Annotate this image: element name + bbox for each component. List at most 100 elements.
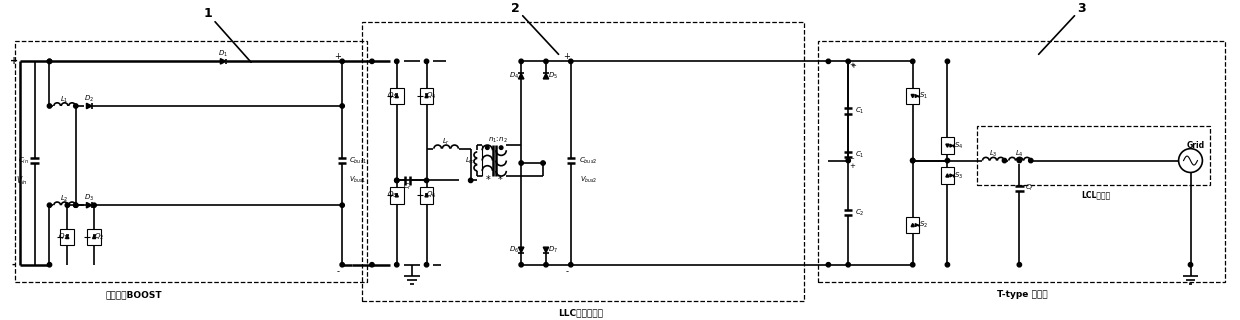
- Text: $L_{2}$: $L_{2}$: [61, 194, 69, 204]
- Text: -: -: [852, 156, 854, 162]
- Circle shape: [520, 59, 523, 63]
- Circle shape: [370, 59, 374, 63]
- Bar: [818, 42, 1225, 282]
- Polygon shape: [66, 236, 69, 238]
- Text: $S_{2}$: $S_{2}$: [919, 220, 929, 230]
- Text: 2: 2: [511, 2, 521, 15]
- Circle shape: [73, 203, 78, 207]
- Text: 交错并联BOOST: 交错并联BOOST: [105, 290, 162, 299]
- Text: +: +: [851, 63, 856, 69]
- Bar: [906, 217, 919, 234]
- Circle shape: [1017, 158, 1022, 163]
- Bar: [362, 22, 804, 301]
- Text: *: *: [497, 174, 502, 185]
- Circle shape: [910, 59, 915, 63]
- Circle shape: [945, 262, 950, 267]
- Circle shape: [1029, 158, 1033, 163]
- Bar: [941, 137, 954, 154]
- Polygon shape: [396, 194, 398, 197]
- Text: $L_{1}$: $L_{1}$: [61, 94, 69, 105]
- Polygon shape: [911, 223, 914, 227]
- Circle shape: [826, 262, 831, 267]
- Text: LLC谐振变换器: LLC谐振变换器: [558, 308, 603, 317]
- Circle shape: [424, 59, 429, 63]
- Text: $Q_{3}$: $Q_{3}$: [387, 91, 397, 101]
- Text: *: *: [486, 174, 491, 185]
- Bar: [941, 167, 954, 184]
- Circle shape: [340, 262, 345, 267]
- Circle shape: [47, 203, 52, 207]
- Text: 3: 3: [1078, 2, 1086, 15]
- Text: $D_{3}$: $D_{3}$: [84, 193, 94, 203]
- Text: $Q_{5}$: $Q_{5}$: [387, 190, 397, 200]
- Polygon shape: [915, 95, 918, 98]
- Bar: [389, 187, 404, 204]
- Text: $Q_{1}$: $Q_{1}$: [58, 232, 68, 242]
- Text: +: +: [849, 163, 856, 169]
- Circle shape: [500, 146, 503, 149]
- Polygon shape: [543, 247, 549, 252]
- Polygon shape: [87, 203, 92, 208]
- Polygon shape: [946, 144, 949, 147]
- Text: $L_{m}$: $L_{m}$: [465, 156, 475, 166]
- Circle shape: [340, 59, 345, 63]
- Bar: [419, 88, 434, 105]
- Polygon shape: [518, 74, 525, 79]
- Polygon shape: [915, 224, 918, 227]
- Circle shape: [569, 59, 573, 63]
- Text: $V_{bus2}$: $V_{bus2}$: [580, 175, 598, 186]
- Bar: [977, 126, 1210, 185]
- Circle shape: [47, 59, 52, 63]
- Bar: [61, 228, 74, 245]
- Circle shape: [1017, 262, 1022, 267]
- Circle shape: [846, 59, 851, 63]
- Text: $C_{f}$: $C_{f}$: [1024, 183, 1034, 193]
- Bar: [15, 42, 367, 282]
- Text: $D_{6}$: $D_{6}$: [508, 245, 518, 255]
- Circle shape: [846, 158, 851, 163]
- Circle shape: [394, 178, 399, 183]
- Text: $C_{bus2}$: $C_{bus2}$: [579, 156, 598, 166]
- Polygon shape: [425, 194, 428, 197]
- Polygon shape: [950, 144, 952, 147]
- Circle shape: [826, 59, 831, 63]
- Text: T-type 逆变器: T-type 逆变器: [997, 290, 1047, 299]
- Polygon shape: [543, 74, 549, 79]
- Text: $L_{3}$: $L_{3}$: [990, 149, 998, 159]
- Text: $L_{4}$: $L_{4}$: [1016, 149, 1024, 159]
- Circle shape: [73, 203, 78, 207]
- Text: 1: 1: [203, 7, 212, 20]
- Bar: [419, 187, 434, 204]
- Circle shape: [544, 59, 548, 63]
- Polygon shape: [425, 94, 428, 98]
- Circle shape: [910, 158, 915, 163]
- Polygon shape: [221, 59, 226, 64]
- Text: $S_{1}$: $S_{1}$: [919, 91, 929, 101]
- Text: +: +: [335, 52, 341, 61]
- Text: $C_{r}$: $C_{r}$: [403, 182, 412, 192]
- Bar: [389, 88, 404, 105]
- Text: $V_{in}$: $V_{in}$: [16, 174, 29, 187]
- Text: $D_{7}$: $D_{7}$: [548, 245, 558, 255]
- Circle shape: [394, 262, 399, 267]
- Polygon shape: [911, 94, 914, 98]
- Circle shape: [92, 203, 97, 207]
- Circle shape: [945, 59, 950, 63]
- Circle shape: [544, 262, 548, 267]
- Text: LCL滤波器: LCL滤波器: [1081, 191, 1111, 200]
- Circle shape: [424, 262, 429, 267]
- Text: $D_{2}$: $D_{2}$: [84, 94, 94, 104]
- Text: $Q_{6}$: $Q_{6}$: [427, 190, 436, 200]
- Polygon shape: [93, 236, 95, 238]
- Circle shape: [541, 161, 546, 165]
- Circle shape: [47, 59, 52, 63]
- Polygon shape: [87, 103, 92, 109]
- Circle shape: [846, 262, 851, 267]
- Text: $C_{bus1}$: $C_{bus1}$: [348, 156, 367, 166]
- Circle shape: [394, 178, 399, 183]
- Text: $Q_{2}$: $Q_{2}$: [94, 232, 104, 242]
- Circle shape: [340, 203, 345, 207]
- Polygon shape: [518, 247, 525, 252]
- Text: $Q_{4}$: $Q_{4}$: [427, 91, 436, 101]
- Text: -: -: [565, 267, 568, 276]
